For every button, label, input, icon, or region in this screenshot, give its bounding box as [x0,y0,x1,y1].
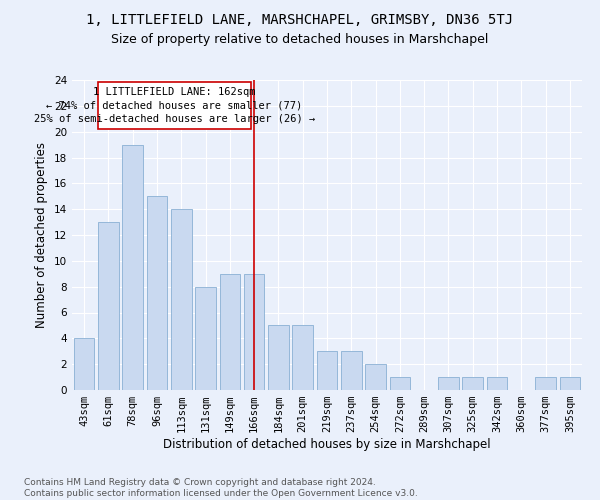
Text: Contains HM Land Registry data © Crown copyright and database right 2024.
Contai: Contains HM Land Registry data © Crown c… [24,478,418,498]
Text: ← 74% of detached houses are smaller (77): ← 74% of detached houses are smaller (77… [46,100,302,110]
Bar [487,377,508,390]
Bar [292,326,313,390]
Bar [560,377,580,390]
Bar [438,377,459,390]
Bar [74,338,94,390]
Bar [146,196,167,390]
Text: 1, LITTLEFIELD LANE, MARSHCHAPEL, GRIMSBY, DN36 5TJ: 1, LITTLEFIELD LANE, MARSHCHAPEL, GRIMSB… [86,12,514,26]
Bar [389,377,410,390]
Bar [317,351,337,390]
Bar [195,286,216,390]
Bar [244,274,265,390]
Bar [122,144,143,390]
Bar [341,351,362,390]
Bar [171,209,191,390]
Bar [535,377,556,390]
Bar [268,326,289,390]
Bar [220,274,240,390]
Y-axis label: Number of detached properties: Number of detached properties [35,142,49,328]
Text: 25% of semi-detached houses are larger (26) →: 25% of semi-detached houses are larger (… [34,114,315,124]
Text: 1 LITTLEFIELD LANE: 162sqm: 1 LITTLEFIELD LANE: 162sqm [93,87,256,97]
Bar [98,222,119,390]
Bar [463,377,483,390]
Bar [365,364,386,390]
FancyBboxPatch shape [97,82,251,129]
X-axis label: Distribution of detached houses by size in Marshchapel: Distribution of detached houses by size … [163,438,491,451]
Text: Size of property relative to detached houses in Marshchapel: Size of property relative to detached ho… [112,32,488,46]
